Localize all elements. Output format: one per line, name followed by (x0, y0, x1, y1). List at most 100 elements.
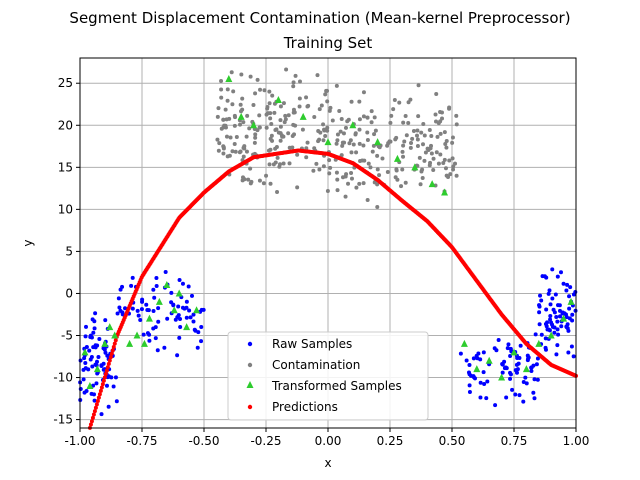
raw-sample-point (154, 283, 159, 288)
contamination-point (373, 128, 378, 133)
raw-sample-point (196, 330, 201, 335)
raw-sample-point (169, 290, 174, 295)
raw-sample-point (111, 384, 116, 389)
transformed-sample-point (86, 381, 94, 389)
prediction-point (109, 351, 114, 356)
contamination-point (365, 130, 370, 135)
contamination-point (295, 185, 300, 190)
raw-sample-point (568, 285, 573, 290)
raw-sample-point (176, 304, 181, 309)
raw-sample-point (92, 392, 97, 397)
contamination-point (224, 134, 229, 139)
contamination-point (306, 103, 311, 108)
contamination-point (304, 155, 309, 160)
raw-sample-point (529, 365, 534, 370)
contamination-point (278, 104, 283, 109)
contamination-point (421, 142, 426, 147)
contamination-point (334, 141, 339, 146)
contamination-point (278, 118, 283, 123)
contamination-point (291, 84, 296, 89)
raw-sample-point (556, 332, 561, 337)
contamination-point (291, 110, 296, 115)
contamination-point (292, 132, 297, 137)
raw-sample-point (82, 356, 87, 361)
raw-sample-point (155, 348, 160, 353)
y-tick-label: 0 (65, 286, 73, 300)
raw-sample-point (513, 392, 518, 397)
raw-sample-point (467, 383, 472, 388)
prediction-point (92, 409, 97, 414)
x-axis-ticks: -1.00 -0.75 -0.50 -0.25 0.00 0.25 0.50 0.75 1.00 (64, 428, 589, 448)
raw-sample-point (537, 303, 542, 308)
contamination-point (357, 141, 362, 146)
raw-sample-point (191, 319, 196, 324)
raw-sample-point (466, 370, 471, 375)
contamination-point (280, 134, 285, 139)
contamination-point (369, 109, 374, 114)
contamination-point (223, 107, 228, 112)
raw-sample-point (81, 377, 86, 382)
contamination-point (268, 116, 273, 121)
contamination-point (354, 150, 359, 155)
raw-sample-point (89, 354, 94, 359)
y-tick-label: 25 (58, 76, 73, 90)
raw-sample-point (187, 308, 192, 313)
prediction-point (96, 395, 101, 400)
predictions-series (87, 148, 578, 430)
contamination-point (287, 161, 292, 166)
prediction-point (102, 375, 107, 380)
raw-sample-point (554, 315, 559, 320)
contamination-point (415, 144, 420, 149)
prediction-point (89, 419, 94, 424)
raw-sample-point (539, 298, 544, 303)
raw-sample-point (93, 311, 98, 316)
legend-label-contamination: Contamination (272, 358, 360, 372)
contamination-point (277, 162, 282, 167)
contamination-point (409, 141, 414, 146)
contamination-point (365, 137, 370, 142)
raw-sample-point (184, 299, 189, 304)
contamination-point (253, 91, 258, 96)
contamination-point (265, 104, 270, 109)
raw-sample-point (173, 317, 178, 322)
raw-sample-point (529, 369, 534, 374)
raw-sample-point (145, 331, 150, 336)
contamination-point (238, 102, 243, 107)
raw-sample-point (485, 379, 490, 384)
contamination-point (268, 147, 273, 152)
transformed-sample-point (349, 121, 357, 129)
raw-sample-point (508, 346, 513, 351)
contamination-point (416, 114, 421, 119)
contamination-point (397, 100, 402, 105)
raw-sample-point (570, 312, 575, 317)
raw-sample-point (153, 336, 158, 341)
raw-sample-point (151, 287, 156, 292)
contamination-point (283, 117, 288, 122)
contamination-point (375, 182, 380, 187)
raw-sample-point (81, 367, 86, 372)
transformed-sample-point (299, 112, 307, 120)
transformed-samples-series (81, 75, 575, 389)
raw-sample-point (557, 314, 562, 319)
contamination-point (400, 167, 405, 172)
contamination-point (447, 158, 452, 163)
raw-sample-point (130, 306, 135, 311)
transformed-sample-point (324, 138, 332, 146)
contamination-point (269, 121, 274, 126)
contamination-point (264, 173, 269, 178)
contamination-point (420, 176, 425, 181)
contamination-point (368, 165, 373, 170)
transformed-sample-point (460, 339, 468, 347)
contamination-point (267, 101, 272, 106)
raw-sample-point (547, 288, 552, 293)
raw-sample-point (555, 343, 560, 348)
raw-sample-point (151, 309, 156, 314)
raw-sample-point (537, 310, 542, 315)
contamination-point (343, 125, 348, 130)
raw-sample-point (573, 289, 578, 294)
raw-sample-point (534, 362, 539, 367)
contamination-point (419, 130, 424, 135)
raw-sample-point (537, 322, 542, 327)
contamination-point (229, 70, 234, 75)
contamination-point (240, 96, 245, 101)
